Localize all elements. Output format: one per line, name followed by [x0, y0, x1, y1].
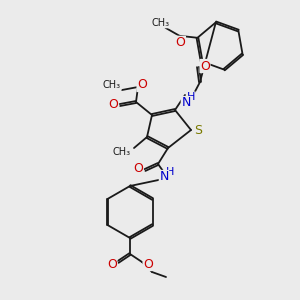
Text: O: O: [200, 59, 210, 73]
Text: N: N: [181, 97, 191, 110]
Text: CH₃: CH₃: [113, 147, 131, 157]
Text: O: O: [108, 98, 118, 112]
Text: O: O: [133, 161, 143, 175]
Text: O: O: [137, 79, 147, 92]
Text: CH₃: CH₃: [103, 80, 121, 90]
Text: O: O: [176, 36, 185, 49]
Text: S: S: [194, 124, 202, 136]
Text: O: O: [107, 257, 117, 271]
Text: H: H: [187, 92, 195, 102]
Text: N: N: [159, 170, 169, 184]
Text: H: H: [166, 167, 174, 177]
Text: CH₃: CH₃: [152, 18, 169, 28]
Text: O: O: [143, 257, 153, 271]
